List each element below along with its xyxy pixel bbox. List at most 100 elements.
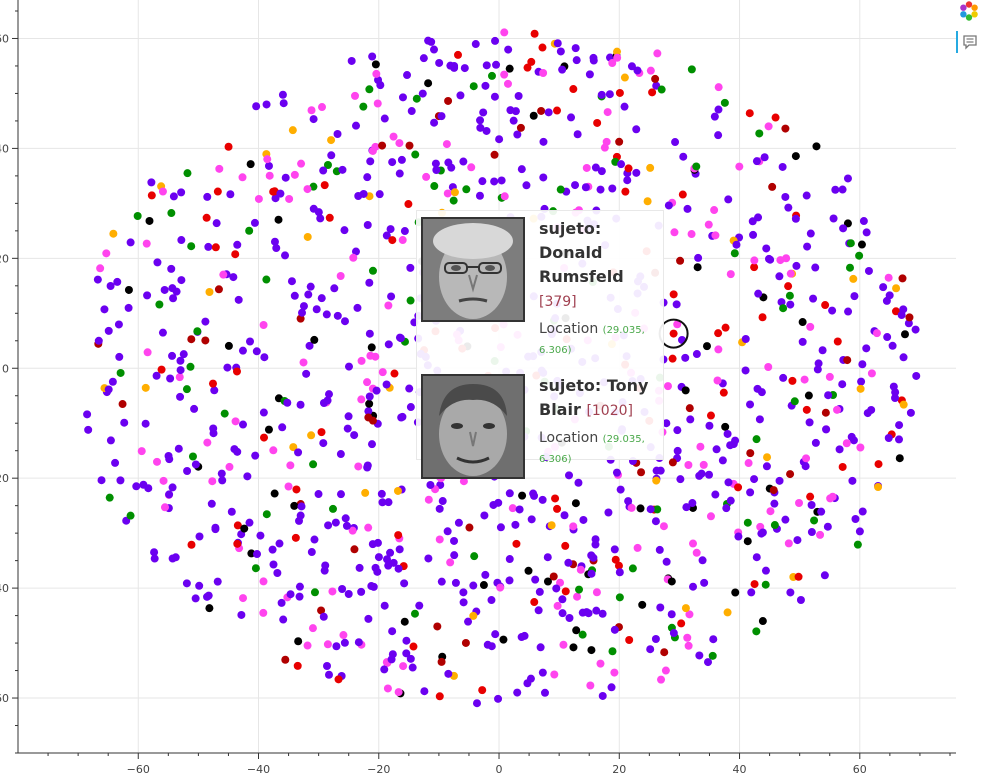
data-point[interactable] bbox=[97, 476, 106, 485]
data-point[interactable] bbox=[303, 641, 312, 650]
data-point[interactable] bbox=[310, 535, 319, 544]
data-point[interactable] bbox=[646, 645, 655, 654]
data-point[interactable] bbox=[328, 504, 337, 513]
data-point[interactable] bbox=[779, 373, 788, 382]
data-point[interactable] bbox=[287, 277, 296, 286]
data-point[interactable] bbox=[778, 162, 787, 171]
data-point[interactable] bbox=[450, 536, 459, 545]
data-point[interactable] bbox=[479, 581, 488, 590]
data-point[interactable] bbox=[269, 187, 278, 196]
data-point[interactable] bbox=[821, 408, 830, 417]
data-point[interactable] bbox=[769, 486, 778, 495]
data-point[interactable] bbox=[374, 553, 383, 562]
data-point[interactable] bbox=[349, 253, 358, 262]
data-point[interactable] bbox=[790, 397, 799, 406]
data-point[interactable] bbox=[801, 462, 810, 471]
data-point[interactable] bbox=[775, 272, 784, 281]
data-point[interactable] bbox=[758, 313, 767, 322]
data-point[interactable] bbox=[600, 143, 609, 152]
data-point[interactable] bbox=[711, 231, 720, 240]
data-point[interactable] bbox=[250, 218, 259, 227]
data-point[interactable] bbox=[646, 505, 655, 514]
data-point[interactable] bbox=[333, 311, 342, 320]
data-point[interactable] bbox=[309, 115, 318, 124]
data-point[interactable] bbox=[182, 385, 191, 394]
data-point[interactable] bbox=[213, 187, 222, 196]
data-point[interactable] bbox=[607, 683, 616, 692]
data-point[interactable] bbox=[380, 114, 389, 123]
data-point[interactable] bbox=[764, 363, 773, 372]
data-point[interactable] bbox=[400, 227, 409, 236]
data-point[interactable] bbox=[424, 495, 433, 504]
data-point[interactable] bbox=[116, 368, 125, 377]
data-point[interactable] bbox=[305, 341, 314, 350]
data-point[interactable] bbox=[405, 141, 414, 150]
data-point[interactable] bbox=[490, 92, 499, 101]
data-point[interactable] bbox=[435, 58, 444, 67]
data-point[interactable] bbox=[802, 191, 811, 200]
data-point[interactable] bbox=[166, 374, 175, 383]
data-point[interactable] bbox=[683, 633, 692, 642]
data-point[interactable] bbox=[892, 284, 901, 293]
data-point[interactable] bbox=[389, 132, 398, 141]
data-point[interactable] bbox=[361, 488, 370, 497]
data-point[interactable] bbox=[741, 335, 750, 344]
data-point[interactable] bbox=[405, 384, 414, 393]
data-point[interactable] bbox=[643, 197, 652, 206]
data-point[interactable] bbox=[796, 595, 805, 604]
data-point[interactable] bbox=[553, 504, 562, 513]
data-point[interactable] bbox=[275, 539, 284, 548]
data-point[interactable] bbox=[324, 521, 333, 530]
data-point[interactable] bbox=[762, 462, 771, 471]
data-point[interactable] bbox=[888, 341, 897, 350]
data-point[interactable] bbox=[412, 94, 421, 103]
data-point[interactable] bbox=[838, 462, 847, 471]
data-point[interactable] bbox=[321, 561, 330, 570]
data-point[interactable] bbox=[406, 403, 415, 412]
data-point[interactable] bbox=[788, 376, 797, 385]
data-point[interactable] bbox=[141, 419, 150, 428]
data-point[interactable] bbox=[668, 458, 677, 467]
data-point[interactable] bbox=[750, 580, 759, 589]
data-point[interactable] bbox=[505, 555, 514, 564]
data-point[interactable] bbox=[406, 263, 415, 272]
data-point[interactable] bbox=[317, 606, 326, 615]
data-point[interactable] bbox=[363, 220, 372, 229]
data-point[interactable] bbox=[620, 73, 629, 82]
data-point[interactable] bbox=[835, 445, 844, 454]
data-point[interactable] bbox=[371, 142, 380, 151]
data-point[interactable] bbox=[365, 278, 374, 287]
data-point[interactable] bbox=[652, 466, 661, 475]
data-point[interactable] bbox=[692, 350, 701, 359]
data-point[interactable] bbox=[303, 185, 312, 194]
data-point[interactable] bbox=[705, 470, 714, 479]
data-point[interactable] bbox=[784, 282, 793, 291]
data-point[interactable] bbox=[611, 555, 620, 564]
data-point[interactable] bbox=[467, 163, 476, 172]
data-point[interactable] bbox=[177, 188, 186, 197]
data-point[interactable] bbox=[537, 106, 546, 115]
data-point[interactable] bbox=[367, 440, 376, 449]
data-point[interactable] bbox=[536, 643, 545, 652]
data-point[interactable] bbox=[157, 365, 166, 374]
data-point[interactable] bbox=[777, 298, 786, 307]
data-point[interactable] bbox=[259, 320, 268, 329]
data-point[interactable] bbox=[411, 150, 420, 159]
data-point[interactable] bbox=[821, 301, 830, 310]
data-point[interactable] bbox=[569, 643, 578, 652]
data-point[interactable] bbox=[355, 563, 364, 572]
data-point[interactable] bbox=[389, 558, 398, 567]
data-point[interactable] bbox=[636, 504, 645, 513]
data-point[interactable] bbox=[624, 164, 633, 173]
data-point[interactable] bbox=[191, 594, 200, 603]
data-point[interactable] bbox=[688, 499, 697, 508]
data-point[interactable] bbox=[350, 545, 359, 554]
data-point[interactable] bbox=[372, 386, 381, 395]
data-point[interactable] bbox=[433, 622, 442, 631]
data-point[interactable] bbox=[238, 173, 247, 182]
data-point[interactable] bbox=[621, 187, 630, 196]
data-point[interactable] bbox=[410, 609, 419, 618]
data-point[interactable] bbox=[430, 118, 439, 127]
data-point[interactable] bbox=[400, 617, 409, 626]
data-point[interactable] bbox=[587, 569, 596, 578]
